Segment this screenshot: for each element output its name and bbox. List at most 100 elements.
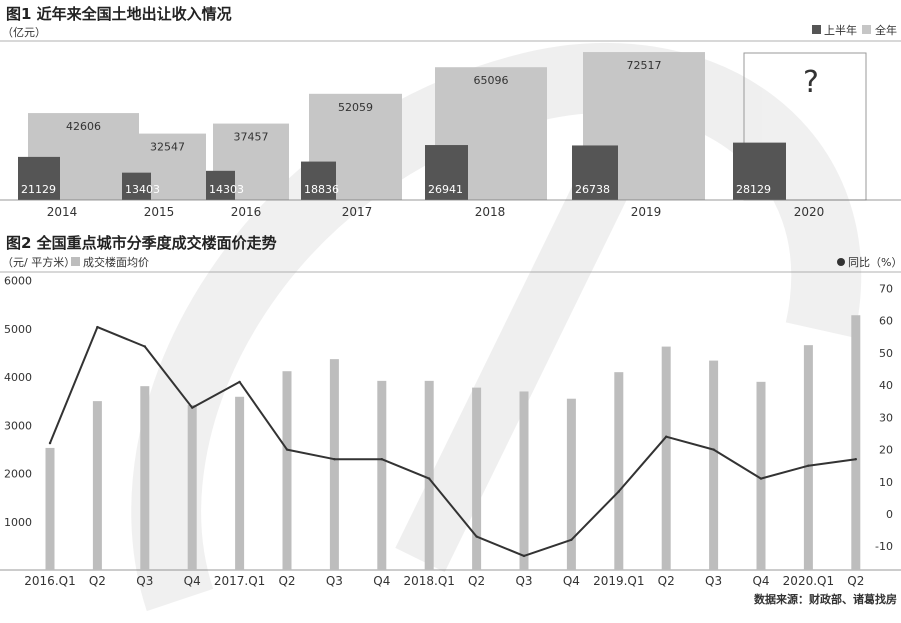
y-left-tick-1000: 1000 [4, 516, 32, 529]
y-left-tick-5000: 5000 [4, 323, 32, 336]
x-label-2014: 2014 [47, 205, 78, 219]
x-label-2017: 2017 [342, 205, 373, 219]
figure1-plot: 42606 21129 2014 32547 13403 2015 37457 14303 20… [0, 52, 901, 219]
x-label-4: 2017.Q1 [214, 574, 265, 588]
bar-price-3 [187, 404, 197, 570]
bar-price-17 [851, 315, 861, 570]
x-label-17: Q2 [847, 574, 864, 588]
bar-h1-2016 [206, 170, 235, 200]
figure2-unit-left: （元/ 平方米） [2, 255, 75, 269]
bar-price-2 [140, 386, 150, 570]
yoy-point-16 [807, 464, 810, 467]
y-left-tick-3000: 3000 [4, 419, 32, 432]
figure2-title: 图2 全国重点城市分季度成交楼面价走势 [6, 234, 277, 252]
x-label-2020: 2020 [794, 205, 825, 219]
label-h1-2016: 14303 [209, 183, 244, 196]
label-h1-2018: 26941 [428, 183, 463, 196]
legend-swatch-line [837, 258, 845, 266]
bar-price-5 [282, 371, 292, 570]
y-right-tick-30: 30 [879, 411, 893, 424]
unknown-2020-mark: ? [803, 65, 819, 100]
yoy-point-6 [333, 458, 336, 461]
yoy-point-15 [759, 477, 763, 480]
bar-price-11 [566, 398, 576, 570]
y-right-tick--10: -10 [875, 540, 893, 553]
yoy-point-1 [96, 325, 99, 329]
bar-price-13 [661, 346, 671, 570]
yoy-point-11 [570, 538, 573, 541]
yoy-point-4 [238, 380, 241, 384]
bar-price-8 [424, 380, 434, 570]
bar-h1-2014 [18, 156, 60, 200]
x-label-11: Q4 [563, 574, 580, 588]
bar-h1-2019 [572, 145, 618, 200]
x-label-2019: 2019 [631, 205, 662, 219]
x-label-0: 2016.Q1 [24, 574, 75, 588]
yoy-point-5 [285, 448, 289, 451]
x-label-5: Q2 [278, 574, 295, 588]
figure1-unit: （亿元） [2, 26, 46, 39]
figure2-plot: 1000 2000 3000 4000 5000 6000 -10 0 10 20 30 40 50 60… [0, 271, 901, 588]
bar-price-1 [92, 401, 102, 570]
label-full-2016: 37457 [234, 131, 269, 144]
bar-price-10 [519, 391, 529, 570]
y-right-tick-20: 20 [879, 444, 893, 457]
x-label-1: Q2 [89, 574, 106, 588]
y-right-tick-60: 60 [879, 315, 893, 328]
y-right-tick-10: 10 [879, 476, 893, 489]
x-label-12: 2019.Q1 [593, 574, 644, 588]
source-note: 数据来源：财政部、诸葛找房 [754, 592, 897, 606]
yoy-point-10 [522, 554, 526, 558]
x-label-7: Q4 [373, 574, 390, 588]
y-right-tick-70: 70 [879, 282, 893, 295]
y-right-tick-50: 50 [879, 347, 893, 360]
yoy-point-14 [712, 448, 715, 451]
y-left-tick-4000: 4000 [4, 371, 32, 384]
x-label-2: Q3 [136, 574, 153, 588]
y-left-tick-6000: 6000 [4, 275, 32, 288]
x-label-6: Q3 [326, 574, 343, 588]
bar-price-6 [329, 359, 339, 570]
yoy-point-9 [475, 535, 478, 538]
x-label-2018: 2018 [475, 205, 506, 219]
label-full-2019: 72517 [627, 59, 662, 72]
yoy-point-17 [854, 458, 857, 461]
bar-price-15 [756, 381, 766, 570]
legend-swatch-full [862, 25, 871, 34]
bar-price-14 [709, 360, 719, 570]
legend-label-bar: 成交楼面均价 [83, 255, 149, 269]
x-label-15: Q4 [752, 574, 769, 588]
x-label-2015: 2015 [144, 205, 175, 219]
legend-swatch-h1 [812, 25, 821, 34]
figure1-title: 图1 近年来全国土地出让收入情况 [6, 5, 232, 23]
label-h1-2014: 21129 [21, 183, 56, 196]
yoy-point-0 [48, 441, 52, 445]
figure1-legend: 上半年 全年 [812, 23, 897, 37]
legend-swatch-bar [71, 257, 80, 266]
x-label-16: 2020.Q1 [783, 574, 834, 588]
y-right-tick-40: 40 [879, 379, 893, 392]
bar-price-7 [377, 380, 387, 570]
label-h1-2015: 13403 [125, 183, 160, 196]
x-label-2016: 2016 [231, 205, 262, 219]
yoy-point-2 [143, 345, 146, 348]
legend-label-line: 同比（%） [848, 256, 901, 269]
bar-h1-2018 [425, 145, 468, 200]
yoy-point-8 [428, 477, 431, 480]
x-label-10: Q3 [515, 574, 532, 588]
figure2-legend: 成交楼面均价 同比（%） [71, 255, 901, 269]
label-h1-2017: 18836 [304, 183, 339, 196]
x-label-13: Q2 [658, 574, 675, 588]
bar-price-0 [45, 447, 55, 570]
bar-price-12 [614, 372, 624, 570]
yoy-point-13 [665, 435, 668, 438]
legend-label-h1: 上半年 [824, 23, 857, 37]
label-h1-2019: 26738 [575, 183, 610, 196]
bar-h1-2020 [733, 142, 786, 200]
yoy-point-12 [617, 490, 620, 493]
x-label-3: Q4 [184, 574, 201, 588]
label-full-2017: 52059 [338, 101, 373, 114]
x-label-14: Q3 [705, 574, 722, 588]
